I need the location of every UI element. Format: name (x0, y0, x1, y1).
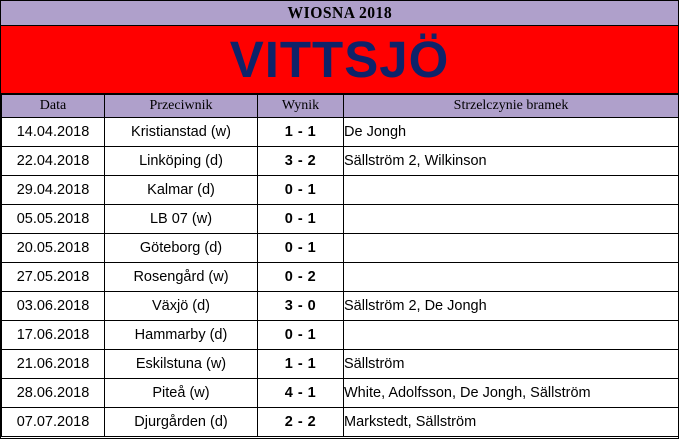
table-row: 20.05.2018 Göteborg (d) 0 - 1 (1, 233, 679, 263)
cell-date: 07.07.2018 (1, 407, 105, 437)
cell-opponent: Eskilstuna (w) (104, 349, 258, 379)
cell-scorers (343, 262, 679, 292)
cell-date: 29.04.2018 (1, 175, 105, 205)
cell-result: 0 - 1 (257, 233, 344, 263)
cell-opponent: LB 07 (w) (104, 204, 258, 234)
season-banner: WIOSNA 2018 (1, 1, 678, 26)
cell-opponent: Linköping (d) (104, 146, 258, 176)
table-row: 17.06.2018 Hammarby (d) 0 - 1 (1, 320, 679, 350)
cell-result: 0 - 1 (257, 320, 344, 350)
table-row: 03.06.2018 Växjö (d) 3 - 0 Sällström 2, De … (1, 291, 679, 321)
cell-opponent: Växjö (d) (104, 291, 258, 321)
cell-opponent: Kalmar (d) (104, 175, 258, 205)
cell-result: 4 - 1 (257, 378, 344, 408)
table-row: 22.04.2018 Linköping (d) 3 - 2 Sällström 2,… (1, 146, 679, 176)
column-header-date: Data (1, 94, 105, 118)
cell-result: 1 - 1 (257, 117, 344, 147)
fixtures-table-body: 14.04.2018 Kristianstad (w) 1 - 1 De Jongh 2… (1, 117, 679, 437)
cell-result: 0 - 2 (257, 262, 344, 292)
table-row: 05.05.2018 LB 07 (w) 0 - 1 (1, 204, 679, 234)
column-header-result: Wynik (257, 94, 344, 118)
cell-result: 1 - 1 (257, 349, 344, 379)
table-row: 14.04.2018 Kristianstad (w) 1 - 1 De Jongh (1, 117, 679, 147)
cell-result: 3 - 0 (257, 291, 344, 321)
cell-date: 05.05.2018 (1, 204, 105, 234)
cell-scorers: Markstedt, Sällström (343, 407, 679, 437)
cell-date: 03.06.2018 (1, 291, 105, 321)
table-row: 29.04.2018 Kalmar (d) 0 - 1 (1, 175, 679, 205)
cell-date: 21.06.2018 (1, 349, 105, 379)
cell-result: 3 - 2 (257, 146, 344, 176)
cell-opponent: Hammarby (d) (104, 320, 258, 350)
club-name-title: VITTSJÖ (229, 31, 450, 88)
cell-scorers (343, 175, 679, 205)
cell-opponent: Djurgården (d) (104, 407, 258, 437)
table-row: 27.05.2018 Rosengård (w) 0 - 2 (1, 262, 679, 292)
cell-date: 22.04.2018 (1, 146, 105, 176)
column-header-opponent: Przeciwnik (104, 94, 258, 118)
column-header-scorers: Strzelczynie bramek (343, 94, 679, 118)
cell-scorers (343, 204, 679, 234)
cell-opponent: Kristianstad (w) (104, 117, 258, 147)
cell-date: 28.06.2018 (1, 378, 105, 408)
cell-scorers (343, 320, 679, 350)
table-row: 07.07.2018 Djurgården (d) 2 - 2 Markstedt, … (1, 407, 679, 437)
cell-opponent: Piteå (w) (104, 378, 258, 408)
club-banner: VITTSJÖ (1, 26, 678, 94)
cell-opponent: Göteborg (d) (104, 233, 258, 263)
cell-scorers: De Jongh (343, 117, 679, 147)
cell-result: 0 - 1 (257, 175, 344, 205)
cell-scorers: White, Adolfsson, De Jongh, Sällström (343, 378, 679, 408)
cell-date: 14.04.2018 (1, 117, 105, 147)
cell-result: 0 - 1 (257, 204, 344, 234)
cell-date: 20.05.2018 (1, 233, 105, 263)
table-row: 28.06.2018 Piteå (w) 4 - 1 White, Adolfsson… (1, 378, 679, 408)
table-row: 21.06.2018 Eskilstuna (w) 1 - 1 Sällström (1, 349, 679, 379)
cell-scorers: Sällström 2, De Jongh (343, 291, 679, 321)
cell-scorers (343, 233, 679, 263)
season-title: WIOSNA 2018 (287, 3, 392, 22)
fixtures-table: Data Przeciwnik Wynik Strzelczynie brame… (1, 94, 679, 437)
cell-date: 27.05.2018 (1, 262, 105, 292)
table-header-row: Data Przeciwnik Wynik Strzelczynie brame… (1, 94, 679, 118)
cell-date: 17.06.2018 (1, 320, 105, 350)
cell-scorers: Sällström 2, Wilkinson (343, 146, 679, 176)
cell-result: 2 - 2 (257, 407, 344, 437)
cell-scorers: Sällström (343, 349, 679, 379)
cell-opponent: Rosengård (w) (104, 262, 258, 292)
